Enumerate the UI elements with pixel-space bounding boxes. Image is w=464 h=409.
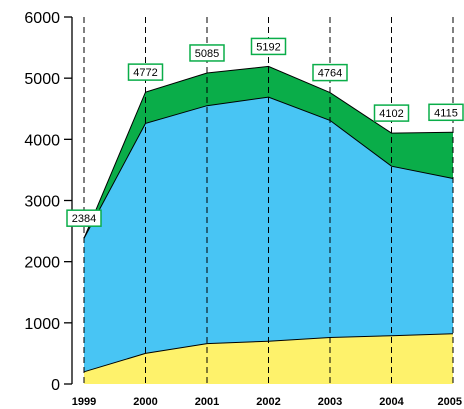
x-tick-label: 2000 xyxy=(133,396,157,408)
area-series-2 xyxy=(84,97,453,372)
y-tick-label: 4000 xyxy=(24,132,60,149)
data-label: 5085 xyxy=(195,48,219,60)
y-tick-label: 5000 xyxy=(24,71,60,88)
data-label-box xyxy=(66,209,102,227)
data-label: 2384 xyxy=(72,213,96,225)
y-tick-label: 6000 xyxy=(24,10,60,27)
y-axis xyxy=(64,16,73,385)
data-label-box xyxy=(428,103,464,122)
data-label-box xyxy=(127,63,164,81)
x-tick-label: 1999 xyxy=(72,396,96,408)
data-label-box xyxy=(312,63,348,82)
area-series-3 xyxy=(84,66,453,239)
x-tick-label: 2003 xyxy=(318,396,342,408)
x-tick-labels: 1999 2000 2001 2002 2003 2004 2005 xyxy=(72,396,462,408)
x-tick-label: 2005 xyxy=(438,396,462,408)
data-label: 5192 xyxy=(256,41,280,53)
data-label: 4764 xyxy=(318,68,342,80)
data-label-box xyxy=(373,104,410,122)
x-tick-label: 2001 xyxy=(195,396,219,408)
area-layers xyxy=(83,65,454,384)
y-tick-labels: 0 1000 2000 3000 4000 5000 6000 xyxy=(24,10,60,394)
y-tick-label: 2000 xyxy=(24,255,60,272)
data-labels: 2384 4772 5085 5192 4764 4102 4115 xyxy=(66,37,464,227)
data-label: 4102 xyxy=(379,108,403,120)
data-label-box xyxy=(250,37,287,56)
data-label-box xyxy=(189,44,225,62)
y-tick-label: 1000 xyxy=(24,316,60,333)
data-label: 4115 xyxy=(434,107,458,119)
vertical-gridlines xyxy=(83,17,454,384)
y-tick-label: 3000 xyxy=(24,194,60,211)
x-tick-label: 2002 xyxy=(256,396,280,408)
y-tick-label: 0 xyxy=(51,377,60,394)
data-label: 4772 xyxy=(133,67,157,79)
x-tick-label: 2004 xyxy=(379,396,404,408)
